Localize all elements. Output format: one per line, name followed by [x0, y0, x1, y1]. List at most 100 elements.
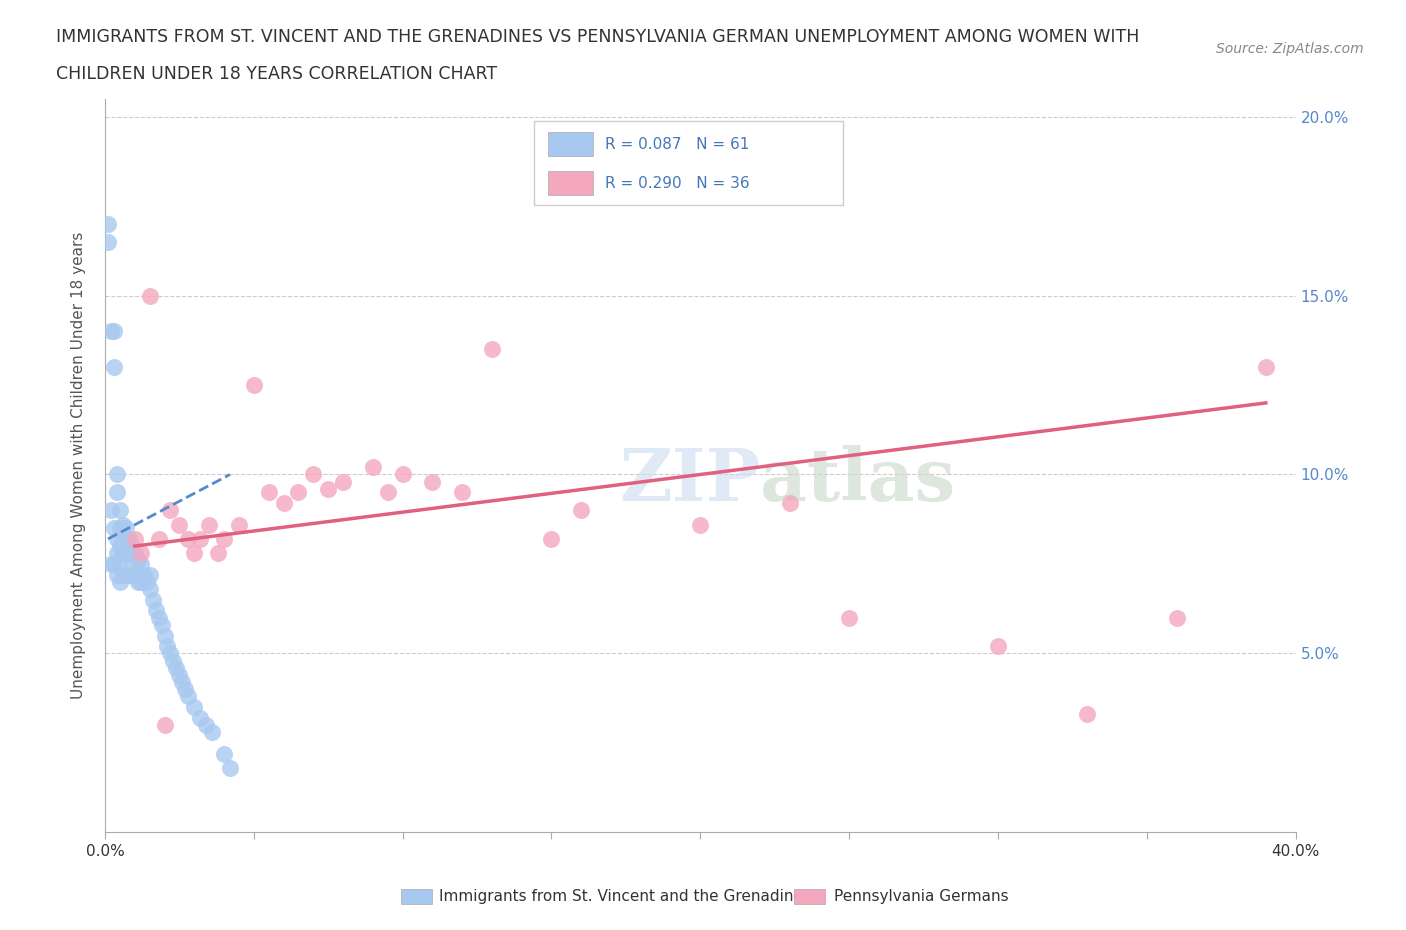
Point	[162, 653, 184, 668]
Point	[332, 474, 354, 489]
Point	[108, 553, 131, 568]
Point	[172, 674, 194, 689]
Point	[142, 592, 165, 607]
Bar	[548, 132, 593, 156]
Point	[219, 761, 242, 776]
Point	[316, 482, 339, 497]
Point	[138, 567, 160, 582]
Point	[148, 610, 170, 625]
Point	[287, 485, 309, 499]
Text: Immigrants from St. Vincent and the Grenadines: Immigrants from St. Vincent and the Gren…	[439, 889, 811, 904]
Point	[779, 496, 801, 511]
Point	[105, 467, 128, 482]
Point	[207, 546, 229, 561]
Point	[105, 567, 128, 582]
Point	[153, 628, 176, 643]
Point	[150, 618, 173, 632]
Text: CHILDREN UNDER 18 YEARS CORRELATION CHART: CHILDREN UNDER 18 YEARS CORRELATION CHAR…	[56, 65, 498, 83]
Point	[169, 668, 191, 683]
Point	[177, 689, 200, 704]
Point	[121, 538, 143, 553]
Point	[153, 718, 176, 733]
Point	[132, 567, 155, 582]
Point	[422, 474, 444, 489]
Text: Source: ZipAtlas.com: Source: ZipAtlas.com	[1216, 42, 1364, 56]
Point	[451, 485, 474, 499]
Point	[183, 546, 205, 561]
Point	[169, 517, 191, 532]
Point	[103, 556, 125, 571]
Point	[198, 517, 221, 532]
Point	[188, 531, 211, 546]
Point	[212, 531, 235, 546]
Point	[129, 556, 152, 571]
Point	[111, 546, 134, 561]
Point	[111, 567, 134, 582]
Point	[118, 567, 141, 582]
Point	[273, 496, 295, 511]
Point	[540, 531, 562, 546]
Point	[195, 718, 218, 733]
Point	[159, 503, 181, 518]
Point	[174, 682, 197, 697]
Point	[105, 485, 128, 499]
Point	[108, 503, 131, 518]
Point	[111, 531, 134, 546]
Point	[159, 646, 181, 661]
Point	[391, 467, 413, 482]
Point	[127, 575, 149, 590]
Point	[188, 711, 211, 725]
Point	[108, 521, 131, 536]
Text: ZIP: ZIP	[619, 445, 759, 516]
Point	[228, 517, 250, 532]
Point	[689, 517, 711, 532]
Point	[105, 531, 128, 546]
Point	[481, 342, 503, 357]
Point	[118, 546, 141, 561]
Point	[124, 531, 146, 546]
Point	[97, 217, 120, 232]
Bar	[534, 121, 844, 206]
Point	[987, 639, 1010, 654]
Bar	[548, 171, 593, 194]
Point	[108, 575, 131, 590]
Point	[201, 724, 224, 739]
Point	[165, 660, 187, 675]
Point	[105, 546, 128, 561]
Point	[569, 503, 592, 518]
Point	[145, 603, 167, 618]
Point	[183, 699, 205, 714]
Point	[103, 360, 125, 375]
Point	[108, 538, 131, 553]
Point	[124, 546, 146, 561]
Point	[377, 485, 399, 499]
Point	[1254, 360, 1277, 375]
Point	[177, 531, 200, 546]
Point	[97, 234, 120, 249]
Point	[114, 521, 136, 536]
Point	[838, 610, 860, 625]
Point	[1166, 610, 1188, 625]
Point	[114, 531, 136, 546]
Point	[100, 503, 122, 518]
Text: R = 0.087   N = 61: R = 0.087 N = 61	[605, 137, 749, 152]
Point	[100, 324, 122, 339]
Point	[1076, 707, 1098, 722]
Text: Pennsylvania Germans: Pennsylvania Germans	[834, 889, 1008, 904]
Text: atlas: atlas	[759, 445, 955, 516]
Text: R = 0.290   N = 36: R = 0.290 N = 36	[605, 176, 749, 191]
Point	[103, 521, 125, 536]
Point	[156, 639, 179, 654]
Point	[124, 567, 146, 582]
Point	[212, 746, 235, 761]
Point	[129, 546, 152, 561]
Point	[100, 556, 122, 571]
Point	[138, 581, 160, 596]
Point	[361, 460, 384, 475]
Text: IMMIGRANTS FROM ST. VINCENT AND THE GRENADINES VS PENNSYLVANIA GERMAN UNEMPLOYME: IMMIGRANTS FROM ST. VINCENT AND THE GREN…	[56, 28, 1140, 46]
Point	[138, 288, 160, 303]
Point	[135, 575, 157, 590]
Point	[257, 485, 280, 499]
Point	[103, 324, 125, 339]
Point	[148, 531, 170, 546]
